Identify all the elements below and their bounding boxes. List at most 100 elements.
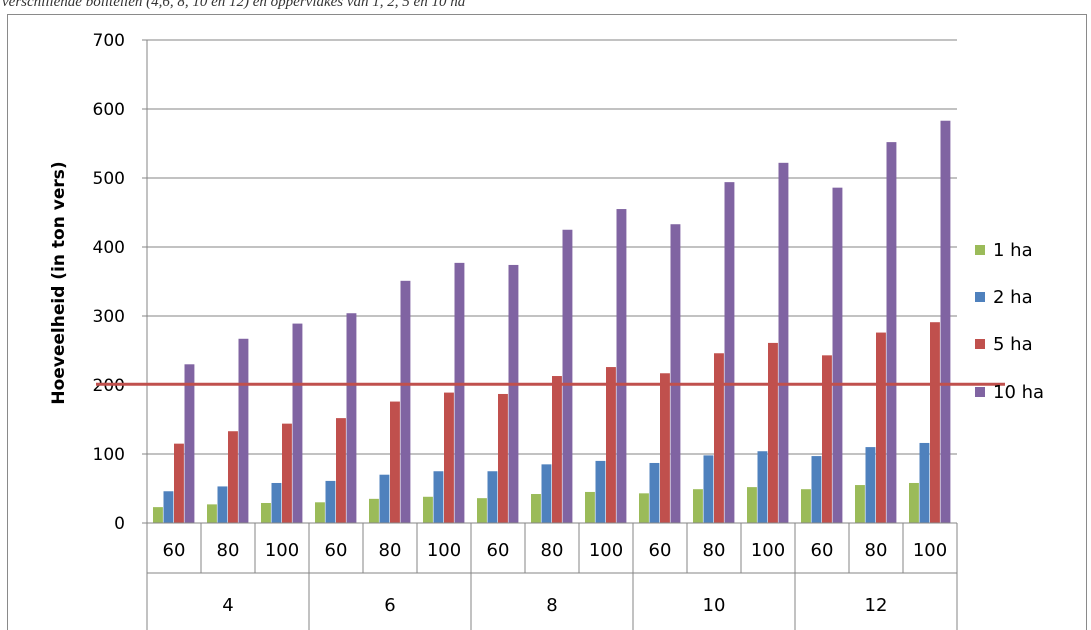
bar-2ha-2 <box>271 482 282 523</box>
bar-1ha-0 <box>153 507 163 523</box>
bar-5ha-6 <box>498 393 508 523</box>
bar-1ha-10 <box>693 489 703 523</box>
axes: 0 100 200 300 400 500 600 700 60 80 100 60 80 100 60 80… <box>93 31 958 630</box>
bar-10ha-7 <box>562 229 573 523</box>
bar-10ha-8 <box>616 209 627 524</box>
y-tick-label: 600 <box>93 100 125 120</box>
bar-2ha-0 <box>163 491 174 523</box>
bar-5ha-14 <box>930 322 940 523</box>
bar-2ha-11 <box>757 451 768 523</box>
bar-10ha-6 <box>508 264 519 523</box>
bar-2ha-13 <box>865 447 876 523</box>
bar-1ha-3 <box>315 502 325 523</box>
bar-1ha-6 <box>477 498 487 523</box>
y-tick-label: 200 <box>93 376 125 396</box>
bar-5ha-1 <box>228 431 238 523</box>
bar-2ha-4 <box>379 474 390 523</box>
bar-1ha-14 <box>909 482 919 523</box>
x-tick-label: 80 <box>379 540 402 561</box>
bar-10ha-10 <box>724 182 735 523</box>
x-tick-label: 80 <box>541 540 564 561</box>
y-tick-label: 700 <box>93 31 125 51</box>
bar-2ha-14 <box>919 442 930 523</box>
x-tick-label: 100 <box>913 540 947 561</box>
bar-10ha-14 <box>940 120 951 523</box>
group-label: 8 <box>546 595 557 616</box>
bar-1ha-1 <box>207 504 217 523</box>
bar-5ha-0 <box>174 443 184 523</box>
y-tick-label: 500 <box>93 169 125 189</box>
bar-5ha-5 <box>444 392 454 523</box>
x-tick-label: 100 <box>589 540 623 561</box>
bar-10ha-5 <box>454 262 465 523</box>
bar-5ha-2 <box>282 423 292 523</box>
group-label: 6 <box>384 595 395 616</box>
x-tick-label: 80 <box>865 540 888 561</box>
group-label: 12 <box>865 595 888 616</box>
x-tick-label: 60 <box>487 540 510 561</box>
bar-10ha-4 <box>400 280 411 523</box>
y-tick-label: 400 <box>93 238 125 258</box>
bar-10ha-11 <box>778 162 789 523</box>
x-tick-label: 100 <box>427 540 461 561</box>
legend-label: 2 ha <box>993 287 1033 308</box>
bar-2ha-9 <box>649 462 660 523</box>
bar-2ha-12 <box>811 456 822 523</box>
bar-10ha-1 <box>238 338 249 523</box>
bar-10ha-13 <box>886 142 897 523</box>
y-tick-label: 300 <box>93 307 125 327</box>
x-tick-label: 60 <box>649 540 672 561</box>
bar-1ha-8 <box>585 491 595 523</box>
bar-5ha-13 <box>876 332 886 523</box>
bar-2ha-3 <box>325 480 336 523</box>
bar-10ha-3 <box>346 313 357 523</box>
legend-swatch <box>975 292 985 302</box>
bar-2ha-10 <box>703 455 714 523</box>
bar-1ha-2 <box>261 502 271 523</box>
bar-2ha-7 <box>541 464 552 523</box>
legend-label: 5 ha <box>993 334 1033 355</box>
legend-swatch <box>975 387 985 397</box>
bar-10ha-9 <box>670 224 681 524</box>
x-tick-label: 80 <box>217 540 240 561</box>
bar-1ha-12 <box>801 489 811 523</box>
bar-1ha-7 <box>531 494 541 523</box>
bar-1ha-11 <box>747 487 757 523</box>
bar-5ha-8 <box>606 367 616 523</box>
bar-2ha-1 <box>217 486 228 523</box>
y-tick-label: 0 <box>114 514 125 534</box>
legend-swatch <box>975 245 985 255</box>
bar-1ha-4 <box>369 498 379 523</box>
x-tick-label: 100 <box>751 540 785 561</box>
bar-5ha-11 <box>768 342 778 523</box>
chart-frame <box>7 14 1087 630</box>
y-tick-label: 100 <box>93 445 125 465</box>
bar-5ha-12 <box>822 355 832 523</box>
bar-2ha-8 <box>595 460 606 523</box>
x-tick-label: 60 <box>325 540 348 561</box>
bar-10ha-0 <box>184 364 195 523</box>
legend-label: 10 ha <box>993 382 1044 403</box>
bar-1ha-5 <box>423 496 433 523</box>
group-label: 10 <box>703 595 726 616</box>
figure-caption: verschillende bolitellen (4,6, 8, 10 en … <box>2 0 466 10</box>
x-tick-label: 100 <box>265 540 299 561</box>
legend-label: 1 ha <box>993 240 1033 261</box>
x-tick-label: 60 <box>811 540 834 561</box>
bar-5ha-7 <box>552 376 562 523</box>
x-tick-label: 60 <box>163 540 186 561</box>
bar-5ha-9 <box>660 373 670 523</box>
bars <box>153 120 951 524</box>
bar-1ha-9 <box>639 493 649 523</box>
legend: 1 ha 2 ha 5 ha 10 ha <box>975 240 1044 403</box>
bar-10ha-12 <box>832 187 843 523</box>
bar-2ha-5 <box>433 471 444 523</box>
x-tick-label: 80 <box>703 540 726 561</box>
group-label: 4 <box>222 595 233 616</box>
bar-10ha-2 <box>292 323 303 523</box>
bar-1ha-13 <box>855 485 865 523</box>
bar-5ha-4 <box>390 401 400 523</box>
bar-2ha-6 <box>487 471 498 523</box>
legend-swatch <box>975 339 985 349</box>
